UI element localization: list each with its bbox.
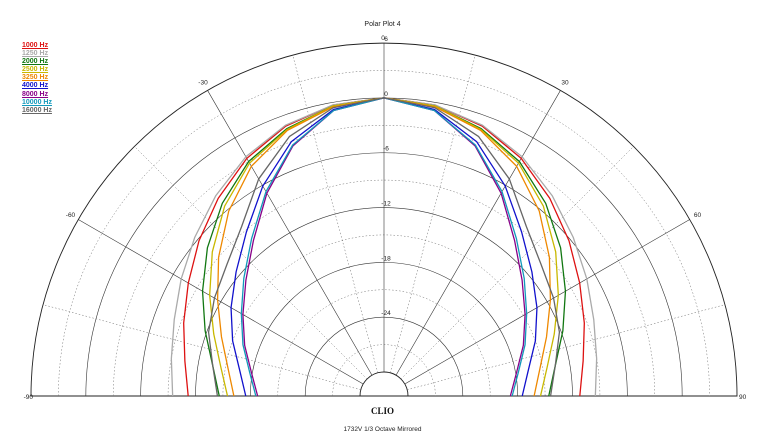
- radial-gridline-minor: [113, 125, 655, 397]
- radial-tick-label: -12: [381, 201, 391, 208]
- legend-entry: 2000 Hz: [22, 58, 49, 66]
- angle-spoke-minor: [407, 304, 726, 391]
- radial-tick-label: -6: [383, 146, 389, 153]
- legend-entry: 8000 Hz: [22, 90, 49, 98]
- angle-spoke-major: [404, 219, 690, 385]
- radial-gridline-minor: [277, 289, 491, 397]
- brand-logo-text: CLIO: [370, 406, 394, 416]
- chart-caption: 1732V 1/3 Octave Mirrored: [343, 426, 422, 433]
- radial-tick-label: 0: [384, 91, 388, 98]
- angle-spoke-minor: [134, 146, 368, 380]
- legend-entry: 1000 Hz: [22, 42, 49, 49]
- chart-title: Polar Plot 4: [364, 21, 401, 28]
- legend-entry: 2500 Hz: [22, 66, 49, 74]
- angle-tick-label: -90: [24, 394, 34, 401]
- polar-outer-boundary: [30, 42, 738, 397]
- angle-spoke-major: [78, 219, 364, 385]
- legend-entry: 16000 Hz: [22, 106, 52, 114]
- angle-tick-label: 0: [381, 35, 385, 42]
- legend-entry: 1250 Hz: [22, 50, 49, 58]
- radial-tick-label: 6: [384, 36, 388, 43]
- angle-tick-label: 30: [561, 79, 569, 86]
- legend: 1000 Hz 1250 Hz 2000 Hz 2500 Hz 3250 Hz 4000 …: [22, 42, 52, 115]
- angle-spoke-minor: [42, 304, 361, 391]
- angle-spoke-major: [395, 90, 561, 376]
- angle-spoke-major: [207, 90, 373, 376]
- angle-tick-label: -30: [198, 79, 208, 86]
- angle-tick-label: 60: [694, 212, 702, 219]
- series-curve-16000-hz: [207, 97, 561, 397]
- angle-tick-label: -60: [66, 212, 76, 219]
- legend-entry: 10000 Hz: [22, 98, 52, 106]
- legend-entry: 3250 Hz: [22, 74, 49, 82]
- legend-entry: 4000 Hz: [22, 82, 49, 90]
- angle-spoke-minor: [292, 54, 379, 373]
- polar-curves: [170, 97, 598, 397]
- radial-tick-label: -24: [381, 310, 391, 317]
- angle-spoke-minor: [389, 54, 476, 373]
- angle-spoke-minor: [400, 146, 634, 380]
- angle-tick-label: 90: [739, 394, 747, 401]
- radial-tick-label: -18: [381, 255, 391, 262]
